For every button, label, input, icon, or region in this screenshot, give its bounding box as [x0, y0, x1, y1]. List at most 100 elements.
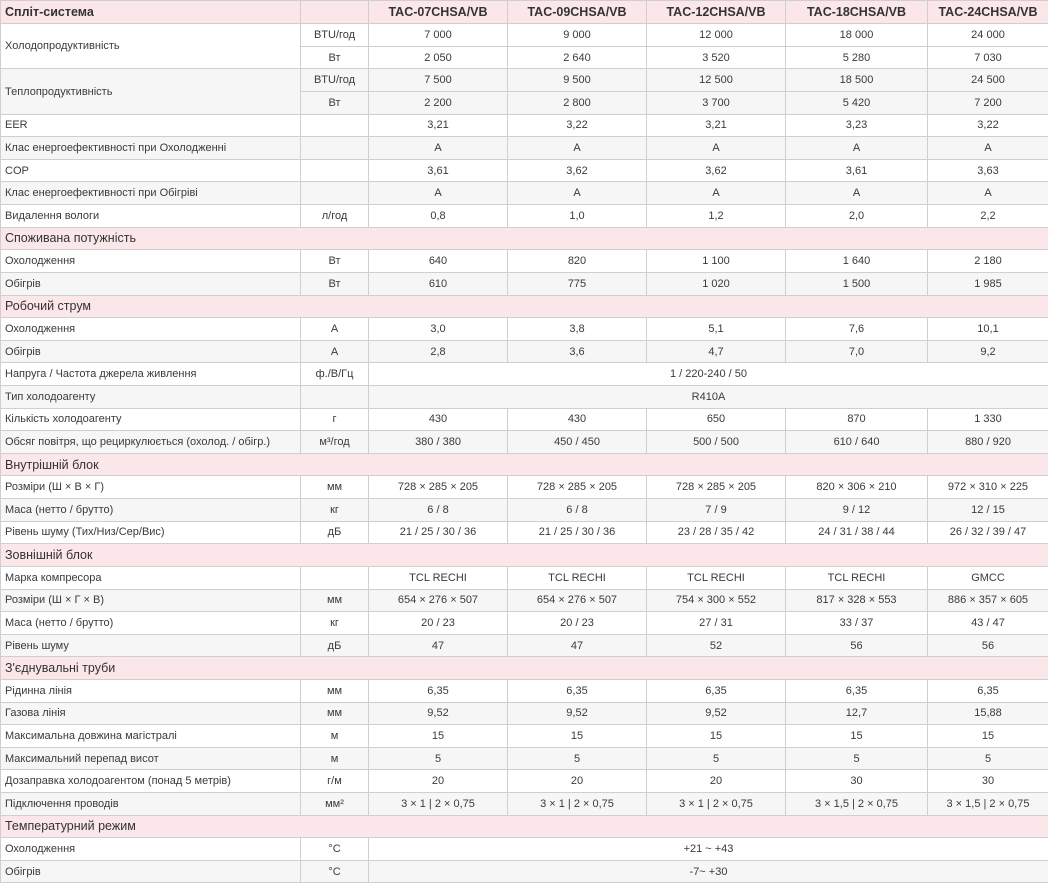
- value-cell: 5: [368, 746, 508, 771]
- row-label: Напруга / Частота джерела живлення: [0, 362, 301, 386]
- model-header: TAC-24CHSA/VB: [927, 0, 1048, 25]
- unit-cell: Вт: [300, 271, 369, 296]
- value-cell: 3 × 1 | 2 × 0,75: [368, 791, 508, 816]
- unit-cell: м: [300, 724, 369, 748]
- value-cell: 1 500: [785, 271, 928, 296]
- value-cell: A: [927, 136, 1048, 160]
- model-header: TAC-09CHSA/VB: [507, 0, 647, 25]
- model-header: TAC-12CHSA/VB: [646, 0, 786, 25]
- value-cell: 20: [646, 769, 786, 793]
- row-label: Газова лінія: [0, 701, 301, 726]
- table-row: Розміри (Ш × В × Г) мм 728 × 285 × 205 728 …: [0, 475, 1048, 500]
- unit-cell: мм: [300, 475, 369, 500]
- value-cell: 15: [507, 724, 647, 748]
- table-row: Охолодження °С +21 ~ +43: [0, 837, 1048, 861]
- table-row: Вт 2 200 2 800 3 700 5 420 7 200: [1, 91, 1048, 115]
- section-title: Робочий струм: [0, 294, 1048, 319]
- row-label: Обігрів: [0, 859, 301, 884]
- value-cell: 18 000: [785, 23, 928, 47]
- value-cell: 12 000: [646, 23, 786, 47]
- value-cell: 2 200: [368, 91, 508, 115]
- value-cell: 9 500: [507, 68, 647, 93]
- value-cell: 47: [368, 633, 508, 658]
- section-header-row: Зовнішній блок: [0, 543, 1048, 567]
- unit-cell: [300, 113, 369, 138]
- unit-cell: °С: [300, 859, 369, 884]
- section-title: Споживана потужність: [0, 226, 1048, 251]
- value-cell: 4,7: [646, 339, 786, 364]
- value-cell: 2 180: [927, 249, 1048, 273]
- value-cell: R410A: [368, 384, 1048, 409]
- value-cell: 650: [646, 407, 786, 432]
- value-cell: A: [646, 136, 786, 160]
- value-cell: 775: [507, 271, 647, 296]
- value-cell: 3,63: [927, 158, 1048, 183]
- value-cell: 2 050: [368, 45, 508, 70]
- section-header-row: Внутрішній блок: [0, 452, 1048, 477]
- value-cell: 15: [368, 724, 508, 748]
- value-cell: 56: [785, 633, 928, 658]
- row-label: Теплопродуктивність: [0, 68, 301, 115]
- section-title: З'єднувальні труби: [0, 656, 1048, 680]
- value-cell: A: [927, 181, 1048, 206]
- value-cell: 9,52: [507, 701, 647, 726]
- row-label: Охолодження: [0, 317, 301, 341]
- row-label: Обігрів: [0, 271, 301, 296]
- unit-cell: A: [300, 317, 369, 341]
- value-cell: 1 / 220-240 / 50: [368, 362, 1048, 386]
- value-cell: 754 × 300 × 552: [646, 588, 786, 613]
- row-label: Видалення вологи: [0, 204, 301, 228]
- value-cell: 7 / 9: [646, 498, 786, 522]
- unit-cell: [300, 158, 369, 183]
- row-label: Дозаправка холодоагентом (понад 5 метрів…: [0, 769, 301, 793]
- table-row: Кількість холодоагенту г 430 430 650 870 1 330: [0, 407, 1048, 432]
- value-cell: 12,7: [785, 701, 928, 726]
- value-cell: 1,2: [646, 204, 786, 228]
- value-cell: 728 × 285 × 205: [507, 475, 647, 500]
- model-header: TAC-07CHSA/VB: [368, 0, 508, 25]
- value-cell: 6,35: [785, 678, 928, 703]
- value-cell: 3,22: [507, 113, 647, 138]
- unit-cell: г: [300, 407, 369, 432]
- row-label: Охолодження: [0, 249, 301, 273]
- value-cell: 3,6: [507, 339, 647, 364]
- value-cell: 10,1: [927, 317, 1048, 341]
- value-cell: 20 / 23: [507, 611, 647, 635]
- unit-cell: дБ: [300, 520, 369, 545]
- value-cell: 972 × 310 × 225: [927, 475, 1048, 500]
- table-header-row: Спліт-система TAC-07CHSA/VB TAC-09CHSA/V…: [0, 0, 1048, 25]
- table-row: Максимальний перепад висот м 5 5 5 5 5: [0, 746, 1048, 771]
- unit-cell: ф./В/Гц: [300, 362, 369, 386]
- value-cell: 7 500: [368, 68, 508, 93]
- unit-cell: A: [300, 339, 369, 364]
- unit-cell: Вт: [300, 91, 369, 115]
- value-cell: 1 100: [646, 249, 786, 273]
- unit-cell: мм: [300, 678, 369, 703]
- value-cell: 870: [785, 407, 928, 432]
- value-cell: 12 / 15: [927, 498, 1048, 522]
- value-cell: 3,0: [368, 317, 508, 341]
- value-cell: 1,0: [507, 204, 647, 228]
- value-cell: 56: [927, 633, 1048, 658]
- value-cell: 20: [368, 769, 508, 793]
- table-row: Газова лінія мм 9,52 9,52 9,52 12,7 15,88: [0, 701, 1048, 726]
- value-cell: 1 640: [785, 249, 928, 273]
- row-label: Тип холодоагенту: [0, 384, 301, 409]
- value-cell: GMCC: [927, 565, 1048, 590]
- value-cell: 3,21: [368, 113, 508, 138]
- value-cell: A: [785, 136, 928, 160]
- value-cell: 610: [368, 271, 508, 296]
- value-cell: 3,62: [507, 158, 647, 183]
- row-label: Обігрів: [0, 339, 301, 364]
- value-cell: A: [368, 136, 508, 160]
- value-cell: 728 × 285 × 205: [368, 475, 508, 500]
- value-cell: 3,22: [927, 113, 1048, 138]
- value-cell: 3 × 1,5 | 2 × 0,75: [927, 791, 1048, 816]
- model-header: TAC-18CHSA/VB: [785, 0, 928, 25]
- value-cell: 820 × 306 × 210: [785, 475, 928, 500]
- table-row: Рівень шуму дБ 47 47 52 56 56: [0, 633, 1048, 658]
- value-cell: 5: [646, 746, 786, 771]
- value-cell: 1 330: [927, 407, 1048, 432]
